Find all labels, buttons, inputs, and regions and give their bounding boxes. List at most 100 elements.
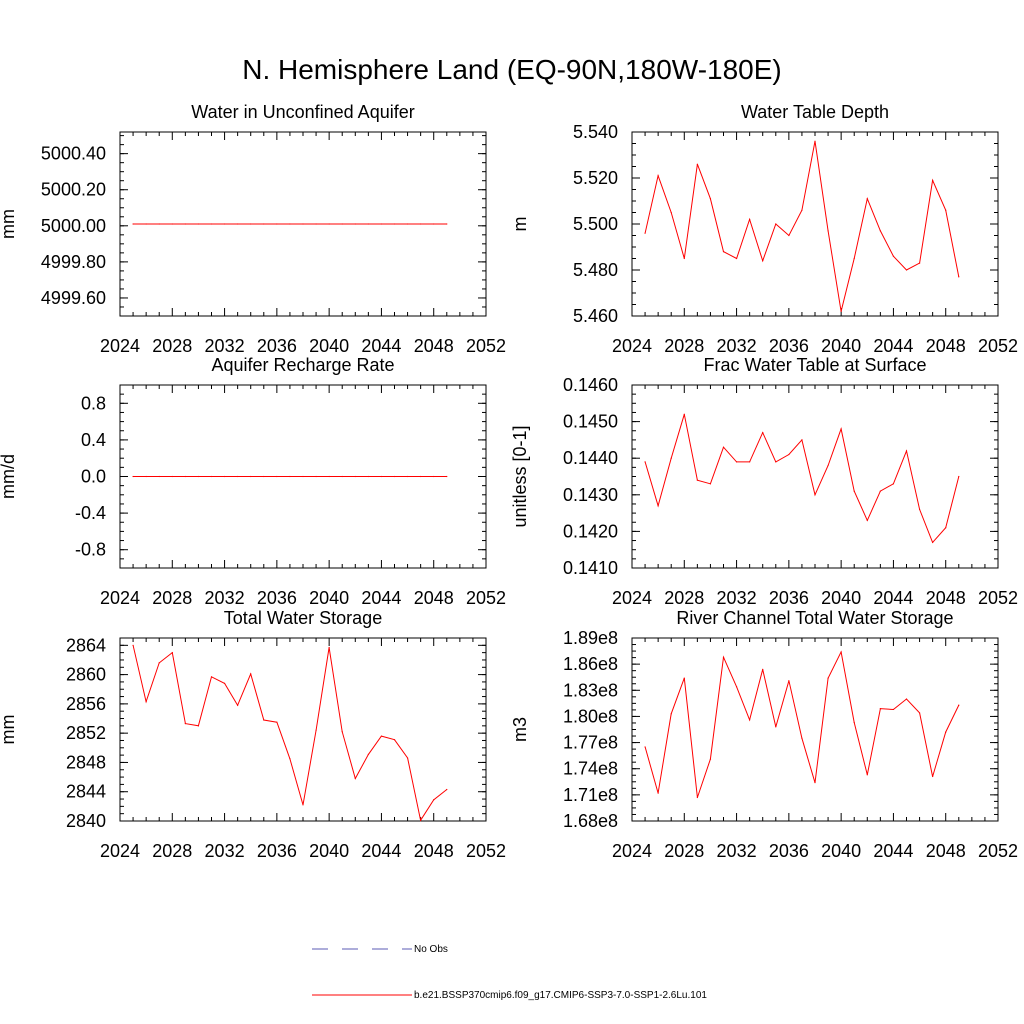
x-tick-label: 2044 xyxy=(873,588,913,608)
x-tick-label: 2052 xyxy=(466,336,506,356)
y-tick-label: 1.89e8 xyxy=(563,628,618,648)
panel-title: Aquifer Recharge Rate xyxy=(211,355,394,375)
series-point xyxy=(367,223,369,225)
y-axis-label: m xyxy=(510,217,530,232)
x-tick-label: 2048 xyxy=(926,336,966,356)
series-point xyxy=(237,475,239,478)
x-tick-label: 2048 xyxy=(414,588,454,608)
series-line xyxy=(644,650,960,798)
series-point xyxy=(210,475,213,478)
series-point xyxy=(380,735,383,737)
x-tick-label: 2028 xyxy=(664,588,704,608)
series-point xyxy=(853,490,855,492)
series-point xyxy=(276,475,278,478)
y-tick-label: 0.8 xyxy=(81,393,106,413)
y-tick-label: 5.520 xyxy=(573,168,618,188)
x-tick-label: 2032 xyxy=(717,841,757,861)
x-tick-label: 2052 xyxy=(466,841,506,861)
series-point xyxy=(735,257,738,260)
series-point xyxy=(132,475,134,478)
chart-panel-water-in-unconfined-aquifer: Water in Unconfined Aquifer mm 2024 2028 203… xyxy=(0,102,506,356)
series-point xyxy=(788,234,790,237)
x-tick-label: 2044 xyxy=(361,336,401,356)
series-point xyxy=(749,461,751,463)
y-tick-label: 5.460 xyxy=(573,306,618,326)
series-point xyxy=(250,223,252,225)
series-point xyxy=(696,796,698,799)
series-point xyxy=(840,310,842,312)
y-tick-label: 0.1440 xyxy=(563,448,618,468)
series-point xyxy=(722,251,725,253)
series-point xyxy=(775,223,777,225)
series-point xyxy=(367,475,369,478)
y-axis-label: mm xyxy=(0,715,18,745)
x-tick-label: 2028 xyxy=(152,588,192,608)
y-tick-label: 1.83e8 xyxy=(563,680,618,700)
chart-panel-total-water-storage: Total Water Storage mm 2024 2028 2032 2036 204… xyxy=(0,608,506,861)
series-point xyxy=(918,508,921,511)
series-point xyxy=(406,223,409,225)
y-tick-label: 2852 xyxy=(66,723,106,743)
x-tick-label: 2040 xyxy=(821,841,861,861)
series-point xyxy=(958,475,960,478)
series-point xyxy=(918,262,921,264)
series-point xyxy=(380,223,383,225)
y-tick-label: 5000.00 xyxy=(41,216,106,236)
y-tick-label: 5.480 xyxy=(573,260,618,280)
y-tick-label: 1.86e8 xyxy=(563,654,618,674)
x-tick-label: 2024 xyxy=(612,841,652,861)
y-tick-label: 2856 xyxy=(66,694,106,714)
series-point xyxy=(840,428,842,430)
series-point xyxy=(380,475,383,478)
series-point xyxy=(657,792,659,794)
series-point xyxy=(945,731,947,733)
plot-frame xyxy=(631,637,999,822)
series-point xyxy=(367,753,369,755)
x-tick-label: 2044 xyxy=(361,588,401,608)
series-point xyxy=(184,723,186,725)
chart-panel-river-channel-total-water-storage: River Channel Total Water Storage m3 2024 2… xyxy=(510,608,1018,861)
series-point xyxy=(145,701,147,703)
series-point xyxy=(446,475,448,478)
x-tick-label: 2052 xyxy=(978,588,1018,608)
series-point xyxy=(827,677,829,679)
series-point xyxy=(735,686,738,688)
series-point xyxy=(420,223,422,225)
series-point xyxy=(696,479,698,481)
x-tick-label: 2024 xyxy=(100,588,140,608)
series-point xyxy=(420,475,422,478)
y-tick-label: -0.4 xyxy=(75,503,106,523)
series-point xyxy=(302,223,304,225)
y-tick-label: 4999.80 xyxy=(41,252,106,272)
series-point xyxy=(670,457,672,459)
series-point xyxy=(171,223,173,225)
series-point xyxy=(749,719,751,721)
x-tick-label: 2044 xyxy=(873,336,913,356)
series-line xyxy=(644,141,960,312)
x-tick-label: 2052 xyxy=(978,841,1018,861)
series-point xyxy=(892,255,895,257)
y-tick-label: 0.1450 xyxy=(563,412,618,432)
y-tick-label: 0.1410 xyxy=(563,558,618,578)
x-tick-label: 2044 xyxy=(361,841,401,861)
series-point xyxy=(644,461,646,463)
x-tick-label: 2040 xyxy=(821,336,861,356)
series-point xyxy=(866,519,868,522)
series-point xyxy=(722,656,725,658)
series-point xyxy=(171,652,173,654)
plot-frame xyxy=(631,131,999,317)
series-point xyxy=(145,223,147,225)
series-point xyxy=(932,179,934,181)
series-point xyxy=(657,175,659,177)
panel-title: Water Table Depth xyxy=(741,102,889,122)
series-point xyxy=(406,475,409,478)
series-point xyxy=(814,140,816,142)
series-point xyxy=(905,450,908,452)
x-tick-label: 2024 xyxy=(100,841,140,861)
series-point xyxy=(315,223,317,225)
series-point xyxy=(237,223,239,225)
chart-panel-aquifer-recharge-rate: Aquifer Recharge Rate mm/d 2024 2028 2032 203… xyxy=(0,355,506,608)
y-tick-label: 2864 xyxy=(66,635,106,655)
series-point xyxy=(670,211,672,214)
series-point xyxy=(341,731,343,733)
